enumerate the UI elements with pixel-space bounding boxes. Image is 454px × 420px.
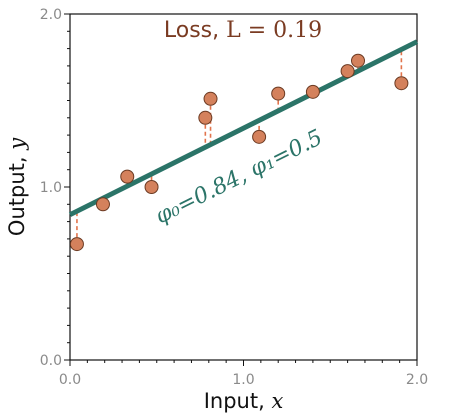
y-axis-label: Output, y: [5, 137, 29, 236]
data-point: [120, 169, 135, 184]
chart-title: Loss, L = 0.19: [164, 18, 322, 43]
data-points: [69, 53, 409, 252]
fit-line: [68, 39, 419, 217]
chart-title-loss-value: L = 0.19: [226, 18, 322, 43]
y-tick-label: 0.0: [40, 353, 62, 369]
data-point: [340, 64, 355, 79]
data-point: [252, 129, 267, 144]
x-axis-label-text: Input,: [204, 389, 272, 413]
data-point: [203, 91, 218, 106]
y-tick-label: 2.0: [40, 7, 62, 23]
chart-axes: [64, 13, 418, 366]
data-point: [198, 110, 213, 125]
chart-title-prefix: Loss,: [164, 18, 226, 43]
y-tick-label: 1.0: [40, 180, 62, 196]
x-tick-label: 1.0: [232, 372, 254, 388]
residual-lines: [76, 49, 403, 245]
y-axis-label-text: Output,: [5, 150, 29, 236]
data-point: [394, 76, 409, 91]
x-axis-label-var: x: [271, 389, 283, 413]
x-axis-label: Input, x: [204, 389, 284, 413]
x-tick-label: 2.0: [406, 372, 428, 388]
data-point: [95, 197, 110, 212]
data-point: [351, 53, 366, 68]
data-point: [144, 180, 159, 194]
data-point: [69, 237, 84, 252]
x-tick-label: 0.0: [59, 372, 81, 388]
y-axis-label-var: y: [5, 137, 29, 151]
parameter-annotation: φ₀=0.84, φ₁=0.5: [152, 125, 327, 229]
data-point: [305, 84, 320, 99]
data-point: [271, 86, 286, 101]
fit-line-group: [68, 39, 419, 217]
